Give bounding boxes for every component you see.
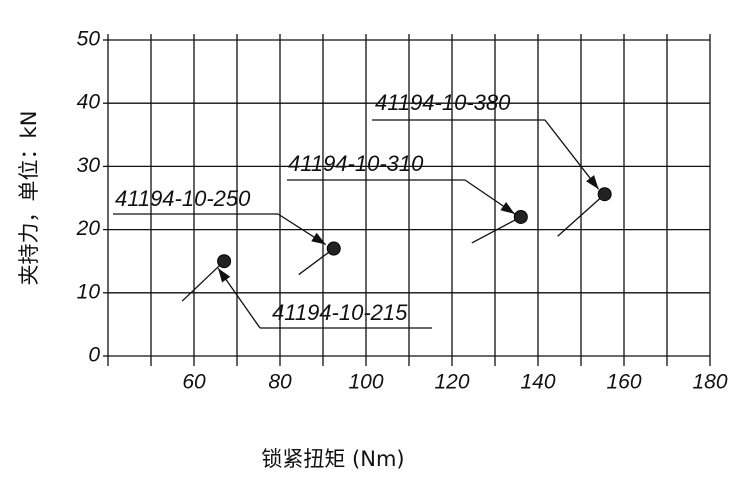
x-tick-label: 160 bbox=[606, 371, 641, 394]
point-label: 41194-10-380 bbox=[375, 90, 511, 115]
point bbox=[597, 187, 612, 202]
annotation-arrowhead bbox=[500, 201, 515, 214]
y-tick-label: 0 bbox=[88, 344, 100, 367]
annotation-tail bbox=[557, 193, 606, 237]
point bbox=[217, 254, 232, 269]
y-tick-label: 10 bbox=[77, 280, 101, 303]
x-tick-label: 140 bbox=[520, 371, 555, 394]
point-label: 41194-10-250 bbox=[115, 186, 251, 211]
annotation-tail bbox=[181, 260, 225, 302]
x-tick-label: 180 bbox=[692, 371, 727, 394]
x-tick-label: 60 bbox=[182, 371, 206, 394]
annotation-tail bbox=[298, 248, 335, 276]
annotation-arrowhead bbox=[586, 175, 599, 190]
x-tick-label: 120 bbox=[434, 371, 469, 394]
annotation-leader bbox=[544, 119, 600, 190]
x-tick-label: 80 bbox=[268, 371, 292, 394]
x-axis-label: 锁紧扭矩 (Nm) bbox=[261, 447, 404, 471]
y-tick-label: 40 bbox=[77, 91, 101, 114]
point-label: 41194-10-215 bbox=[272, 300, 408, 325]
annotation-tail bbox=[471, 216, 522, 244]
x-tick-label: 100 bbox=[348, 371, 383, 394]
annotation-arrowhead bbox=[311, 232, 326, 245]
y-tick-label: 50 bbox=[77, 28, 101, 51]
y-axis-label: 夹持力，单位：kN bbox=[17, 111, 41, 286]
annotation-arrowhead bbox=[218, 268, 231, 283]
y-tick-label: 20 bbox=[76, 217, 101, 240]
y-tick-label: 30 bbox=[77, 154, 101, 177]
point bbox=[326, 241, 341, 256]
point bbox=[513, 209, 528, 224]
point-label: 41194-10-310 bbox=[288, 151, 424, 176]
